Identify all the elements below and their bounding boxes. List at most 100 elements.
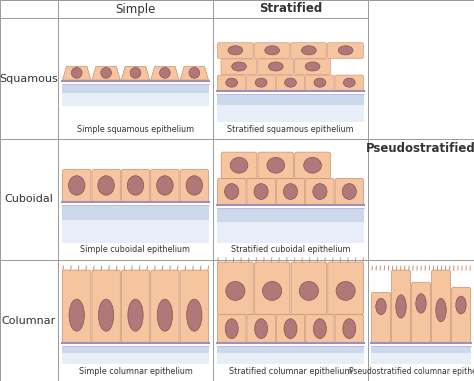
FancyBboxPatch shape [218,262,253,315]
Bar [62,346,209,364]
FancyBboxPatch shape [121,169,150,202]
Bar [217,94,364,122]
Ellipse shape [187,299,202,331]
Ellipse shape [160,67,170,78]
Ellipse shape [225,184,239,199]
Polygon shape [151,66,179,80]
Ellipse shape [226,78,237,87]
Bar [217,208,364,243]
Ellipse shape [436,298,446,322]
Ellipse shape [284,319,297,339]
FancyBboxPatch shape [218,315,246,343]
Ellipse shape [263,282,282,300]
Ellipse shape [127,176,144,195]
FancyBboxPatch shape [218,178,246,205]
Ellipse shape [268,62,283,71]
FancyBboxPatch shape [328,262,364,315]
FancyBboxPatch shape [392,270,410,343]
FancyBboxPatch shape [291,262,327,315]
Ellipse shape [255,78,267,87]
FancyBboxPatch shape [63,169,91,202]
FancyBboxPatch shape [254,262,290,315]
FancyBboxPatch shape [151,169,179,202]
Ellipse shape [255,319,267,339]
Ellipse shape [338,46,353,55]
FancyBboxPatch shape [335,315,364,343]
FancyBboxPatch shape [180,169,209,202]
FancyBboxPatch shape [92,270,120,343]
FancyBboxPatch shape [247,315,275,343]
FancyBboxPatch shape [258,59,294,75]
FancyBboxPatch shape [306,75,334,91]
FancyBboxPatch shape [306,178,334,205]
Bar [371,346,471,364]
FancyBboxPatch shape [306,315,334,343]
Ellipse shape [376,298,386,315]
Text: Simple cuboidal epithelium: Simple cuboidal epithelium [81,245,191,255]
Polygon shape [121,66,150,80]
FancyBboxPatch shape [217,75,246,91]
FancyBboxPatch shape [247,178,275,205]
Bar [62,353,209,364]
FancyBboxPatch shape [151,270,179,343]
Bar [217,353,364,364]
Text: Squamous: Squamous [0,74,58,83]
Ellipse shape [305,62,320,71]
Ellipse shape [128,299,143,331]
Ellipse shape [299,282,319,300]
Text: Stratified: Stratified [259,3,322,16]
Text: Pseudostratified: Pseudostratified [366,141,474,155]
Text: Simple columnar epithelium: Simple columnar epithelium [79,367,192,376]
FancyBboxPatch shape [92,169,120,202]
FancyBboxPatch shape [276,75,305,91]
Bar [62,205,209,243]
Ellipse shape [68,176,85,195]
Text: Simple squamous epithelium: Simple squamous epithelium [77,125,194,133]
Bar [371,353,471,364]
Ellipse shape [225,319,238,339]
FancyBboxPatch shape [295,152,330,178]
Ellipse shape [336,282,355,300]
Ellipse shape [101,67,111,78]
Ellipse shape [313,319,327,339]
Ellipse shape [416,294,426,313]
Ellipse shape [267,157,284,173]
FancyBboxPatch shape [63,270,91,343]
Ellipse shape [283,184,298,199]
FancyBboxPatch shape [431,270,450,343]
Text: Stratified cuboidal epithelium: Stratified cuboidal epithelium [231,245,350,255]
FancyBboxPatch shape [452,287,471,343]
FancyBboxPatch shape [217,43,253,58]
FancyBboxPatch shape [246,75,275,91]
Text: Cuboidal: Cuboidal [5,194,54,205]
Ellipse shape [342,184,356,199]
Text: Simple: Simple [115,3,155,16]
Ellipse shape [186,176,202,195]
FancyBboxPatch shape [372,292,391,343]
FancyBboxPatch shape [276,315,305,343]
Ellipse shape [189,67,200,78]
FancyBboxPatch shape [221,59,257,75]
Ellipse shape [99,299,114,331]
Ellipse shape [226,282,245,300]
Ellipse shape [72,67,82,78]
FancyBboxPatch shape [328,43,364,58]
Ellipse shape [313,184,327,199]
FancyBboxPatch shape [411,282,430,343]
Ellipse shape [157,299,173,331]
Ellipse shape [130,67,141,78]
Ellipse shape [304,157,321,173]
Bar [217,222,364,243]
Ellipse shape [343,319,356,339]
Ellipse shape [456,296,466,314]
Bar [217,105,364,122]
Bar [62,83,209,106]
Ellipse shape [265,46,280,55]
FancyBboxPatch shape [294,59,330,75]
Ellipse shape [301,46,316,55]
FancyBboxPatch shape [276,178,305,205]
FancyBboxPatch shape [335,178,364,205]
Text: Columnar: Columnar [2,315,56,325]
Ellipse shape [228,46,243,55]
FancyBboxPatch shape [258,152,294,178]
